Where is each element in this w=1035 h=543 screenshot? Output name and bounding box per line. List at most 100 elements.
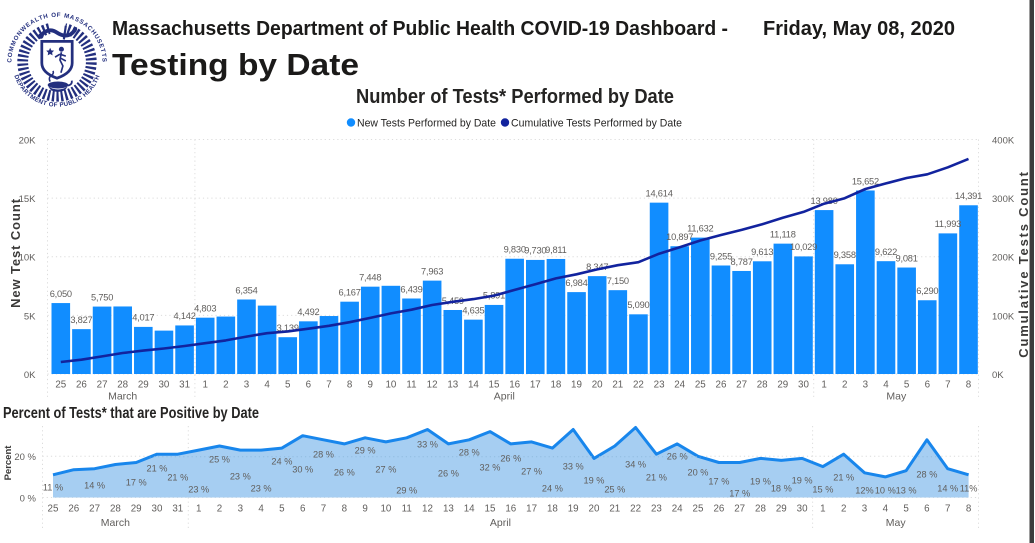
svg-text:6: 6: [300, 504, 306, 515]
svg-text:20 %: 20 %: [14, 452, 36, 463]
svg-text:7,963: 7,963: [421, 266, 443, 276]
svg-text:27: 27: [736, 379, 747, 390]
svg-text:25 %: 25 %: [604, 485, 625, 495]
svg-text:12: 12: [427, 379, 438, 390]
svg-text:19 %: 19 %: [792, 476, 813, 486]
svg-text:8: 8: [966, 379, 972, 390]
svg-text:9,255: 9,255: [710, 251, 732, 261]
svg-text:28: 28: [110, 504, 121, 515]
svg-text:4: 4: [264, 379, 270, 390]
svg-text:25: 25: [695, 379, 706, 390]
svg-text:Percent of Tests* that are Pos: Percent of Tests* that are Positive by D…: [3, 405, 259, 422]
svg-text:14: 14: [468, 379, 479, 390]
svg-text:6,050: 6,050: [50, 289, 72, 299]
svg-text:7: 7: [326, 379, 331, 390]
svg-text:11,118: 11,118: [770, 229, 796, 239]
svg-text:24: 24: [674, 379, 685, 390]
svg-text:2: 2: [841, 504, 846, 515]
svg-text:4: 4: [883, 504, 889, 515]
svg-text:Cumulative Tests Count: Cumulative Tests Count: [1016, 170, 1031, 357]
svg-text:2: 2: [842, 379, 847, 390]
svg-text:32 %: 32 %: [480, 463, 501, 473]
svg-text:21: 21: [609, 504, 620, 515]
svg-text:7: 7: [945, 504, 950, 515]
svg-text:0K: 0K: [24, 370, 36, 381]
svg-text:14: 14: [464, 504, 475, 515]
svg-text:2: 2: [217, 504, 222, 515]
svg-text:29: 29: [777, 379, 788, 390]
svg-text:18: 18: [547, 504, 558, 515]
svg-text:12%: 12%: [855, 486, 873, 496]
svg-text:20: 20: [592, 379, 603, 390]
svg-text:8,347: 8,347: [586, 262, 608, 272]
svg-text:20K: 20K: [19, 135, 37, 146]
svg-text:31: 31: [179, 379, 190, 390]
svg-text:23: 23: [651, 504, 662, 515]
svg-text:0 %: 0 %: [20, 493, 37, 504]
svg-text:3: 3: [238, 504, 244, 515]
svg-text:30 %: 30 %: [292, 465, 313, 475]
svg-text:30: 30: [798, 379, 809, 390]
svg-text:7: 7: [945, 379, 950, 390]
svg-text:18: 18: [550, 379, 561, 390]
svg-text:5: 5: [285, 379, 291, 390]
svg-text:3,139: 3,139: [277, 323, 299, 333]
svg-text:Percent: Percent: [3, 445, 14, 481]
svg-text:34 %: 34 %: [625, 460, 646, 470]
svg-text:28 %: 28 %: [313, 450, 334, 460]
svg-text:26: 26: [68, 504, 79, 515]
svg-text:22: 22: [630, 504, 641, 515]
svg-text:3: 3: [244, 379, 250, 390]
svg-text:8: 8: [347, 379, 353, 390]
svg-text:27 %: 27 %: [375, 465, 396, 475]
svg-text:Cumulative Tests Performed by: Cumulative Tests Performed by Date: [511, 118, 682, 130]
svg-text:17 %: 17 %: [708, 477, 729, 487]
svg-text:15K: 15K: [19, 194, 37, 205]
svg-text:13: 13: [447, 379, 458, 390]
svg-text:April: April: [494, 391, 515, 403]
svg-text:16: 16: [505, 504, 516, 515]
svg-text:3: 3: [862, 504, 868, 515]
svg-text:26: 26: [76, 379, 87, 390]
svg-text:15,652: 15,652: [852, 176, 879, 186]
svg-text:4,017: 4,017: [132, 313, 154, 323]
svg-text:12: 12: [422, 504, 433, 515]
svg-text:19: 19: [571, 379, 582, 390]
svg-text:9,081: 9,081: [896, 253, 918, 263]
svg-text:26 %: 26 %: [438, 469, 459, 479]
svg-text:23 %: 23 %: [230, 472, 251, 482]
svg-text:15: 15: [485, 504, 496, 515]
svg-text:May: May: [886, 391, 907, 403]
svg-text:26 %: 26 %: [334, 468, 355, 478]
svg-text:4,635: 4,635: [462, 306, 484, 316]
svg-text:9,358: 9,358: [834, 250, 856, 260]
svg-text:Massachusetts Department of Pu: Massachusetts Department of Public Healt…: [112, 17, 728, 40]
svg-text:29: 29: [138, 379, 149, 390]
svg-text:29 %: 29 %: [355, 446, 376, 456]
svg-text:2: 2: [223, 379, 228, 390]
svg-text:11 %: 11 %: [43, 483, 63, 493]
svg-text:29: 29: [131, 504, 142, 515]
svg-text:10,029: 10,029: [790, 242, 817, 252]
svg-text:11,632: 11,632: [687, 223, 713, 233]
svg-text:6,439: 6,439: [400, 284, 422, 294]
svg-text:March: March: [108, 391, 137, 403]
svg-text:15 %: 15 %: [812, 485, 833, 495]
svg-text:8,787: 8,787: [731, 257, 753, 267]
svg-text:5K: 5K: [24, 311, 36, 322]
svg-text:29: 29: [776, 504, 787, 515]
svg-text:28: 28: [757, 379, 768, 390]
svg-text:16: 16: [509, 379, 520, 390]
svg-text:11%: 11%: [960, 484, 978, 494]
svg-text:9,730: 9,730: [524, 246, 546, 256]
svg-text:27: 27: [734, 504, 745, 515]
svg-text:3: 3: [863, 379, 869, 390]
svg-text:17: 17: [526, 504, 537, 515]
svg-text:27 %: 27 %: [521, 467, 542, 477]
svg-text:21 %: 21 %: [833, 473, 854, 483]
svg-text:24: 24: [672, 504, 683, 515]
svg-text:400K: 400K: [992, 135, 1015, 146]
svg-text:7,448: 7,448: [359, 273, 381, 283]
svg-text:1: 1: [820, 504, 825, 515]
svg-text:33 %: 33 %: [417, 440, 438, 450]
